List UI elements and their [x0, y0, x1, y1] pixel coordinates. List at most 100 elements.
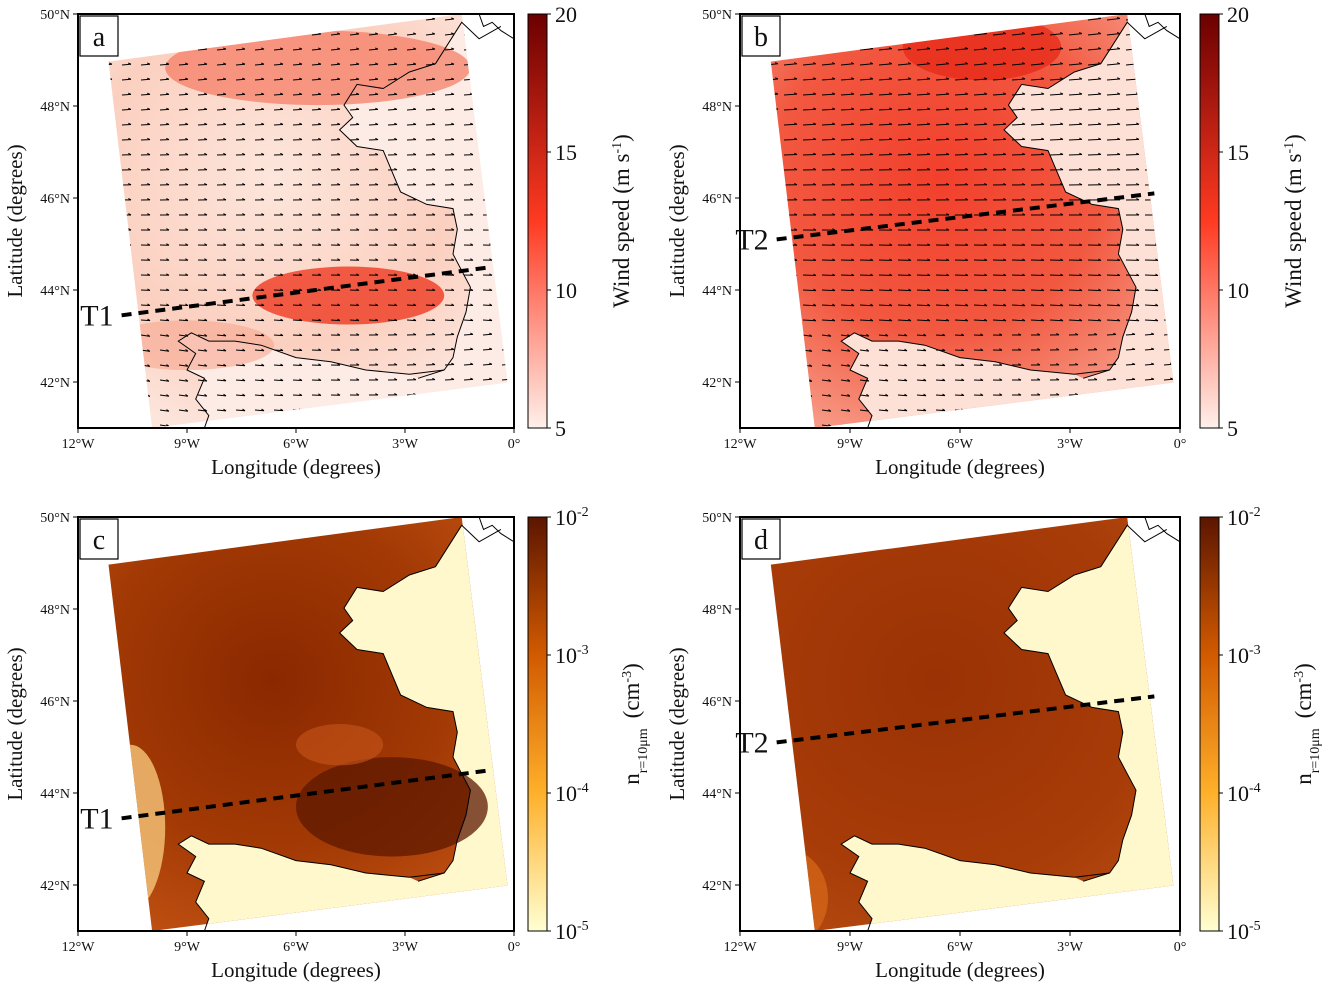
wind-arrow	[1030, 48, 1044, 51]
wind-arrow-head	[946, 152, 950, 155]
wind-arrow	[954, 364, 965, 366]
wind-arrow	[935, 93, 950, 96]
wind-arrow-head	[813, 303, 817, 307]
wind-arrow	[1087, 319, 1102, 322]
coastline-iberia	[840, 332, 1110, 429]
wind-arrow-head	[889, 152, 893, 155]
wind-arrow	[197, 63, 208, 66]
wind-arrow	[897, 349, 908, 352]
wind-arrow-head	[945, 77, 950, 80]
wind-arrow-head	[1136, 228, 1140, 231]
wind-arrow-head	[166, 303, 170, 306]
wind-arrow-head	[299, 318, 303, 322]
wind-arrow	[802, 154, 817, 156]
wind-arrow	[311, 108, 322, 111]
wind-arrow-head	[394, 363, 398, 366]
wind-arrow-head	[242, 258, 246, 261]
wind-arrow-head	[927, 167, 931, 171]
wind-arrow	[1011, 93, 1026, 96]
wind-arrow	[482, 304, 493, 306]
wind-arrow	[254, 349, 265, 352]
wind-arrow	[1125, 123, 1140, 126]
wind-arrow	[387, 93, 398, 96]
wind-arrow-head	[413, 107, 417, 110]
wind-arrow	[444, 18, 454, 21]
wind-arrow-head	[432, 243, 436, 246]
wind-arrow-head	[961, 393, 965, 396]
wind-arrow-head	[847, 348, 851, 352]
wind-arrow-head	[336, 92, 341, 95]
wind-arrow	[1106, 78, 1121, 81]
wind-arrow	[916, 93, 931, 96]
wind-arrow-head	[961, 348, 965, 351]
wind-arrow-head	[451, 332, 455, 335]
wind-arrow-head	[888, 62, 893, 65]
wind-arrow-head	[223, 137, 227, 141]
panel-label-box	[741, 15, 781, 57]
colorbar-tick-label: 10-5	[555, 919, 589, 944]
wind-arrow-head	[489, 318, 493, 322]
wind-arrow	[463, 363, 474, 366]
wind-arrow	[292, 349, 303, 351]
wind-arrow-head	[964, 92, 969, 95]
wind-arrow	[1068, 93, 1083, 96]
wind-arrow-head	[356, 137, 360, 141]
wind-arrow	[254, 364, 265, 367]
wind-arrow-head	[1037, 378, 1041, 381]
x-tick-label: 3°W	[392, 940, 419, 955]
wind-arrow-head	[1117, 258, 1121, 261]
wind-arrow	[197, 304, 208, 306]
wind-arrow-head	[166, 273, 170, 276]
wind-arrow-head	[1056, 363, 1060, 366]
wind-arrow-head	[828, 379, 832, 382]
wind-arrow-head	[147, 303, 151, 306]
wind-arrow	[897, 108, 912, 111]
wind-arrow-head	[1022, 198, 1026, 201]
wind-arrow-head	[1022, 107, 1026, 110]
wind-arrow	[1011, 33, 1025, 36]
wind-arrow	[1049, 123, 1064, 126]
wind-arrow-head	[923, 363, 927, 367]
wind-arrow-head	[907, 62, 912, 65]
wind-arrow-head	[242, 348, 246, 352]
wind-arrow-head	[204, 137, 208, 141]
wind-arrow-head	[280, 152, 284, 156]
wind-arrow	[368, 33, 378, 36]
land-area	[841, 14, 1174, 428]
wind-arrow-head	[1079, 152, 1083, 155]
wind-arrow-head	[223, 288, 227, 291]
wind-arrow-head	[870, 182, 874, 186]
wind-arrow	[387, 124, 398, 126]
wind-arrow	[1125, 363, 1136, 366]
wind-arrow	[992, 63, 1006, 66]
wind-arrow	[1125, 289, 1140, 292]
wind-arrow	[1030, 304, 1045, 307]
wind-arrow-head	[432, 167, 436, 171]
wind-arrow	[387, 78, 398, 81]
wind-arrow-head	[965, 47, 969, 50]
wind-arrow-head	[1136, 167, 1140, 171]
wind-arrow-head	[413, 32, 417, 35]
wind-arrow	[444, 379, 455, 381]
wind-arrow-head	[489, 362, 493, 365]
wind-arrow	[425, 108, 436, 111]
y-tick-label: 48°N	[702, 100, 732, 115]
wind-arrow-head	[1117, 32, 1121, 35]
wind-arrow	[444, 63, 455, 66]
wind-arrow	[935, 289, 950, 292]
x-tick-label: 6°W	[947, 437, 974, 452]
wind-arrow	[821, 78, 836, 81]
colorbar-tick-label: 10-2	[1227, 505, 1261, 530]
wind-arrow-head	[280, 243, 284, 246]
wind-arrow-head	[1132, 377, 1136, 380]
wind-arrow-head	[261, 213, 265, 216]
wind-arrow-head	[147, 107, 151, 110]
wind-arrow-head	[413, 377, 417, 381]
wind-arrow-head	[889, 182, 893, 186]
wind-arrow-head	[223, 378, 227, 382]
wind-arrow-head	[1079, 213, 1083, 216]
x-tick-label: 3°W	[392, 437, 419, 452]
wind-arrow-head	[984, 243, 988, 246]
wind-arrow	[235, 108, 246, 111]
wind-arrow-head	[946, 288, 950, 292]
